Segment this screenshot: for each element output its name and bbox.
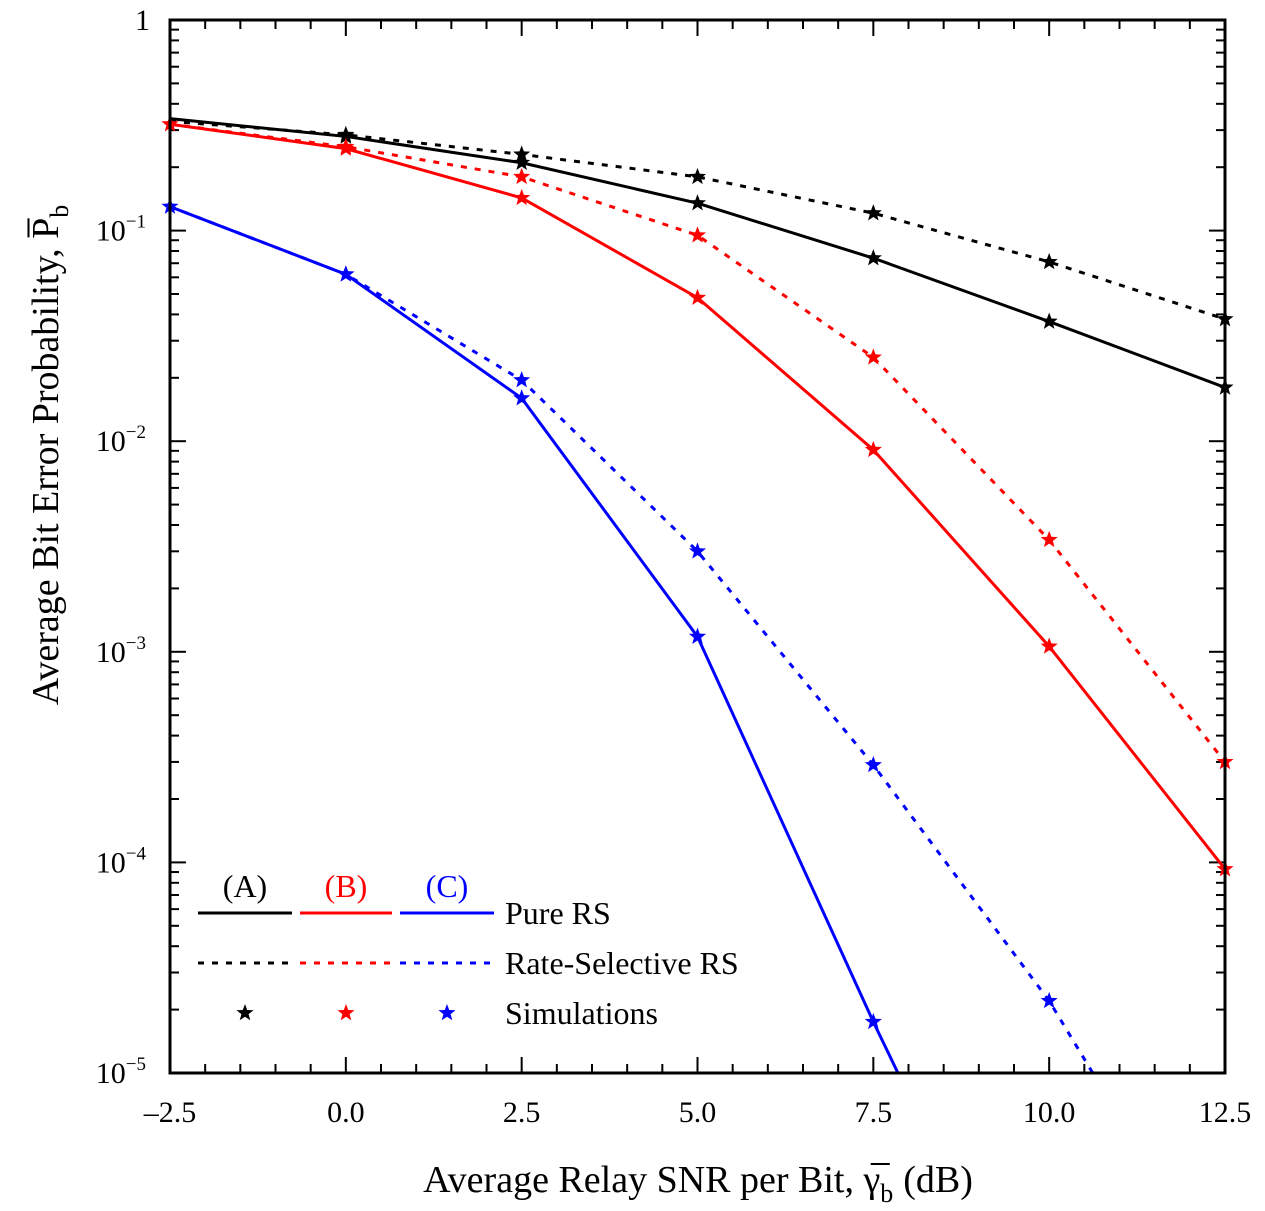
- sim-marker-C: [1040, 991, 1058, 1009]
- x-axis-title-main: Average Relay SNR per Bit, γ̅: [423, 1159, 890, 1201]
- y-tick-label: 10−1: [96, 212, 146, 248]
- sim-marker-B: [864, 348, 882, 365]
- y-axis-title: Average Bit Error Probability, P̅b: [25, 205, 74, 706]
- x-axis-title-sub: b: [880, 1179, 893, 1208]
- sim-marker-B: [688, 288, 707, 306]
- x-tick-label: –2.5: [143, 1096, 197, 1129]
- x-tick-label: 10.0: [1023, 1096, 1076, 1129]
- x-tick-label: 12.5: [1199, 1096, 1252, 1129]
- sim-marker-C: [513, 371, 531, 388]
- sim-marker-C: [513, 389, 531, 406]
- sim-marker-A: [688, 194, 707, 211]
- y-tick-label: 10−4: [96, 843, 147, 879]
- x-tick-label: 0.0: [327, 1096, 365, 1129]
- series-lines: [170, 117, 1225, 1073]
- sim-marker-B: [864, 440, 882, 458]
- y-axis-title-sub: b: [45, 205, 74, 218]
- simulation-markers: [161, 115, 1234, 1030]
- sim-marker-C: [864, 756, 882, 773]
- sim-marker-A: [513, 145, 531, 162]
- y-axis-title-main: Average Bit Error Probability, P̅: [25, 218, 67, 706]
- plot-frame: [168, 18, 1227, 1075]
- y-tick-label: 10−3: [96, 633, 146, 669]
- sim-marker-B: [1040, 637, 1058, 654]
- sim-marker-C: [688, 542, 707, 559]
- legend-star-B: [337, 1004, 355, 1021]
- legend: (A) (B) (C) Pure RS Rate-Selective RS Simulat…: [198, 868, 739, 1031]
- sim-marker-A: [688, 167, 707, 185]
- legend-group-B: (B): [325, 868, 368, 904]
- sim-marker-C: [337, 265, 355, 282]
- legend-row-label: Rate-Selective RS: [505, 945, 739, 981]
- sim-marker-A: [337, 125, 355, 143]
- sim-marker-B: [513, 188, 531, 206]
- legend-star-A: [236, 1004, 254, 1021]
- legend-group-C: (C): [426, 868, 469, 904]
- tick-labels: –2.5 0.0 2.5 5.0 7.5 10.0 12.5 1 10−1 10−2 10−3 10−…: [96, 4, 1251, 1129]
- sim-marker-C: [864, 1012, 882, 1030]
- sim-marker-A: [1040, 252, 1058, 270]
- series-line-A-solid: [170, 117, 1225, 389]
- sim-marker-A: [1040, 312, 1058, 329]
- series-line-C-dotted: [170, 205, 1095, 1073]
- x-axis-title-unit: (dB): [903, 1159, 973, 1201]
- sim-marker-A: [513, 153, 531, 171]
- x-tick-label: 2.5: [503, 1096, 541, 1129]
- x-axis-title: Average Relay SNR per Bit, γ̅b (dB): [423, 1159, 973, 1208]
- legend-group-A: (A): [223, 868, 267, 904]
- x-tick-label: 7.5: [855, 1096, 893, 1129]
- series-line-C-solid: [170, 205, 900, 1073]
- sim-marker-A: [864, 204, 882, 221]
- sim-marker-B: [1040, 530, 1058, 548]
- sim-marker-B: [337, 137, 355, 155]
- sim-marker-A: [864, 249, 882, 266]
- sim-marker-B: [513, 167, 531, 185]
- y-tick-label: 10−2: [96, 422, 146, 458]
- legend-row-label: Simulations: [505, 995, 658, 1031]
- series-line-B-dotted: [170, 122, 1225, 763]
- y-tick-label: 10−5: [96, 1054, 146, 1090]
- sim-marker-B: [688, 226, 707, 243]
- legend-star-C: [438, 1004, 456, 1021]
- sim-marker-C: [688, 627, 707, 644]
- y-tick-label: 1: [135, 4, 150, 37]
- x-tick-label: 5.0: [679, 1096, 717, 1129]
- legend-row-label: Pure RS: [505, 895, 611, 931]
